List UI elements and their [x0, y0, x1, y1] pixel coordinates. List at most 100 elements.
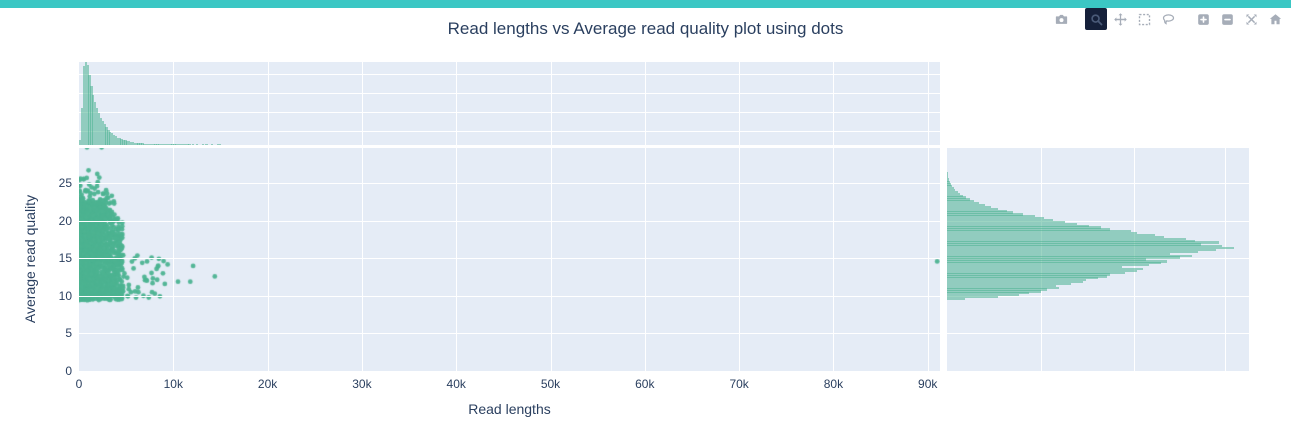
quality-histogram-bar [947, 190, 958, 194]
lasso-select-button[interactable] [1157, 8, 1179, 30]
quality-histogram-bar [947, 232, 1138, 235]
read-length-histogram-bar [165, 143, 169, 145]
quality-histogram-bar [947, 183, 952, 186]
read-length-histogram-bar [175, 143, 178, 145]
read-length-histogram-bar [97, 113, 101, 145]
read-length-histogram-bar [124, 140, 127, 145]
quality-histogram-bar [947, 262, 1162, 265]
quality-histogram-bar [947, 172, 948, 175]
zoom-in-button[interactable] [1192, 8, 1214, 30]
quality-histogram-bar [947, 239, 1195, 242]
zoom-out-icon [1221, 13, 1233, 25]
quality-histogram-bar [947, 297, 966, 301]
read-length-histogram-bar [143, 143, 146, 145]
read-length-histogram-bar [178, 143, 182, 145]
read-length-histogram-bar [184, 143, 187, 145]
read-length-histogram-bar [137, 143, 140, 145]
vertical-gridline [927, 62, 929, 145]
quality-histogram-bar [947, 196, 966, 199]
quality-histogram-bar [947, 265, 1123, 269]
quality-histogram-bar [947, 228, 1111, 231]
read-length-histogram-bar [177, 143, 180, 145]
read-length-histogram-bar [95, 108, 99, 145]
read-length-histogram-bar [150, 143, 153, 145]
quality-histogram-bar [947, 280, 1083, 284]
right-marginal-histogram-panel[interactable] [947, 148, 1249, 371]
vertical-gridline [550, 62, 552, 145]
quality-histogram-bar [947, 217, 1044, 220]
read-length-histogram-bar [82, 66, 86, 145]
read-length-histogram-bar [161, 143, 165, 145]
read-length-histogram-bar [88, 75, 91, 145]
read-length-histogram-bar [156, 143, 159, 145]
quality-histogram-bar [947, 218, 1053, 222]
read-length-histogram-bar [152, 143, 155, 145]
quality-histogram-bar [947, 292, 1029, 295]
quality-histogram-bar [947, 215, 1035, 218]
y-tick-label: 0 [65, 364, 72, 378]
quality-histogram-bar [947, 235, 1165, 239]
read-length-histogram-bar [205, 143, 208, 145]
quality-histogram-bar [947, 177, 949, 180]
zoom-in-icon [1197, 13, 1209, 25]
quality-histogram-bar [947, 290, 1041, 293]
read-length-histogram-bar [122, 139, 125, 145]
quality-histogram-bar [947, 222, 1077, 225]
quality-histogram-bar [947, 203, 985, 207]
page-accent-bar [0, 0, 1291, 8]
quality-histogram-bar [947, 205, 991, 209]
vertical-gridline [739, 62, 741, 145]
zoom-button[interactable] [1085, 8, 1107, 30]
vertical-gridline [833, 62, 835, 145]
quality-histogram-bar [947, 226, 1102, 229]
quality-histogram-bar [947, 247, 1234, 250]
download-png-button[interactable] [1050, 8, 1072, 30]
horizontal-gridline [947, 220, 1249, 222]
read-length-histogram-bar [114, 136, 118, 145]
read-length-histogram-bar [116, 137, 119, 145]
read-length-histogram-bar [111, 133, 114, 145]
vertical-gridline [267, 62, 269, 145]
read-length-histogram-bar [126, 141, 129, 145]
quality-histogram-bar [947, 286, 1059, 289]
horizontal-gridline [947, 295, 1249, 297]
y-tick-label: 25 [58, 176, 72, 191]
autoscale-icon [1246, 14, 1256, 24]
read-length-histogram-bar [148, 143, 152, 145]
top-marginal-histogram-panel[interactable] [79, 62, 940, 145]
scatter-plot-panel[interactable] [79, 148, 940, 371]
read-length-histogram-bar [101, 121, 104, 145]
read-length-histogram-bar [182, 143, 186, 145]
reset-axes-button[interactable] [1264, 8, 1286, 30]
x-tick-label: 70k [729, 377, 749, 391]
scatter-points-canvas[interactable] [79, 148, 940, 371]
autoscale-button[interactable] [1240, 8, 1262, 30]
pan-button[interactable] [1109, 8, 1131, 30]
quality-histogram-bar [947, 271, 1126, 274]
quality-histogram-bar [947, 241, 1219, 244]
quality-histogram-bar [947, 254, 1192, 257]
read-length-histogram-bar [79, 140, 82, 145]
read-length-histogram-bar [86, 65, 89, 145]
vertical-gridline [361, 62, 363, 145]
quality-histogram-bar [947, 188, 956, 192]
read-length-histogram-bar [216, 143, 219, 145]
quality-histogram-bar [947, 269, 1138, 272]
quality-histogram-bar [947, 220, 1065, 224]
horizontal-gridline [79, 333, 940, 335]
vertical-gridline [927, 148, 929, 371]
quality-histogram-bar [947, 179, 950, 182]
y-tick-label: 15 [58, 251, 72, 266]
read-length-histogram-bar [90, 86, 93, 145]
read-length-histogram-bar [146, 143, 150, 145]
zoom-out-button[interactable] [1216, 8, 1238, 30]
box-select-button[interactable] [1133, 8, 1155, 30]
quality-histogram-bar [947, 260, 1168, 263]
x-tick-label: 10k [163, 377, 183, 391]
vertical-gridline [267, 148, 269, 371]
horizontal-gridline [79, 130, 940, 132]
vertical-gridline [833, 148, 835, 371]
quality-histogram-bar [947, 243, 1201, 246]
read-length-histogram-bar [94, 101, 97, 145]
vertical-gridline [550, 148, 552, 371]
